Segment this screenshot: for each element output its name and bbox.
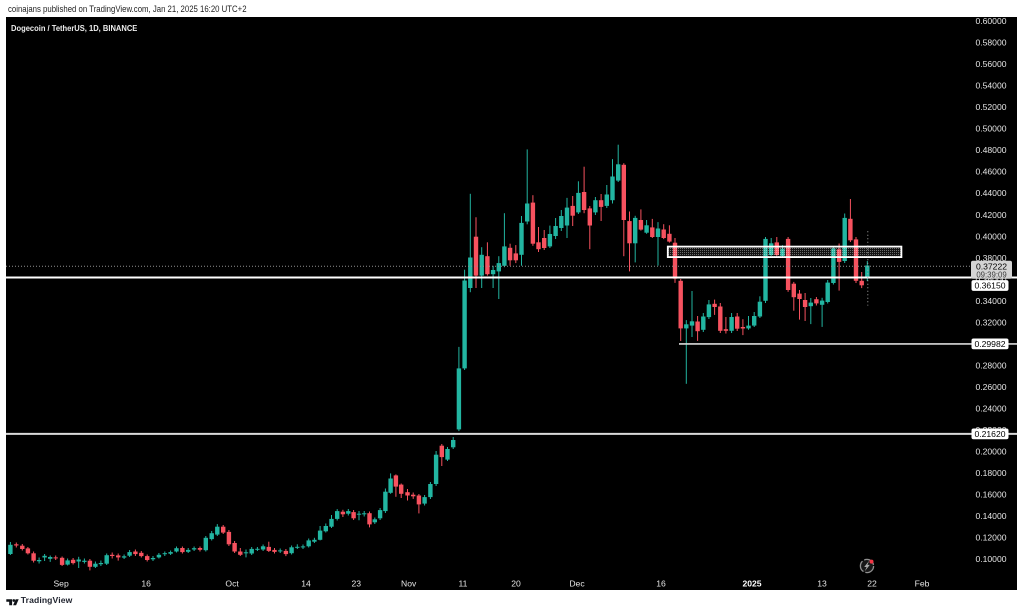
svg-text:0.50000: 0.50000 (975, 124, 1006, 134)
svg-text:0.48000: 0.48000 (975, 145, 1006, 155)
svg-text:Sep: Sep (53, 579, 69, 589)
svg-text:0.32000: 0.32000 (975, 317, 1006, 327)
svg-text:0.12000: 0.12000 (975, 533, 1006, 543)
svg-text:0.42000: 0.42000 (975, 210, 1006, 220)
svg-text:0.36000: 0.36000 (975, 274, 1006, 284)
svg-text:0.21620: 0.21620 (974, 429, 1005, 439)
svg-text:0.28000: 0.28000 (975, 360, 1006, 370)
svg-text:0.44000: 0.44000 (975, 188, 1006, 198)
svg-text:16: 16 (656, 579, 666, 589)
svg-text:Oct: Oct (225, 579, 239, 589)
svg-text:0.60000: 0.60000 (975, 17, 1006, 26)
svg-text:0.29982: 0.29982 (974, 339, 1005, 349)
svg-text:2025: 2025 (742, 579, 761, 589)
svg-text:0.52000: 0.52000 (975, 102, 1006, 112)
svg-text:0.16000: 0.16000 (975, 490, 1006, 500)
svg-text:Dec: Dec (569, 579, 585, 589)
svg-text:0.18000: 0.18000 (975, 468, 1006, 478)
svg-text:09:39:09: 09:39:09 (976, 271, 1006, 280)
svg-text:0.46000: 0.46000 (975, 167, 1006, 177)
svg-text:Nov: Nov (401, 579, 417, 589)
svg-text:0.56000: 0.56000 (975, 59, 1006, 69)
svg-text:TradingView: TradingView (21, 595, 73, 605)
svg-text:13: 13 (817, 579, 827, 589)
svg-text:0.14000: 0.14000 (975, 511, 1006, 521)
svg-text:Feb: Feb (915, 579, 930, 589)
svg-text:0.38000: 0.38000 (975, 253, 1006, 263)
svg-text:0.36150: 0.36150 (974, 280, 1005, 290)
svg-text:16: 16 (141, 579, 151, 589)
svg-text:0.24000: 0.24000 (975, 404, 1006, 414)
svg-text:20: 20 (511, 579, 521, 589)
svg-text:0.37222: 0.37222 (976, 262, 1007, 272)
svg-text:11: 11 (458, 579, 467, 589)
svg-text:0.26000: 0.26000 (975, 382, 1006, 392)
svg-text:0.10000: 0.10000 (975, 554, 1006, 564)
svg-text:0.54000: 0.54000 (975, 81, 1006, 91)
svg-text:0.20000: 0.20000 (975, 447, 1006, 457)
svg-text:23: 23 (352, 579, 362, 589)
svg-text:22: 22 (867, 579, 877, 589)
svg-text:0.34000: 0.34000 (975, 296, 1006, 306)
svg-text:14: 14 (301, 579, 311, 589)
svg-text:0.58000: 0.58000 (975, 38, 1006, 48)
svg-text:0.40000: 0.40000 (975, 231, 1006, 241)
